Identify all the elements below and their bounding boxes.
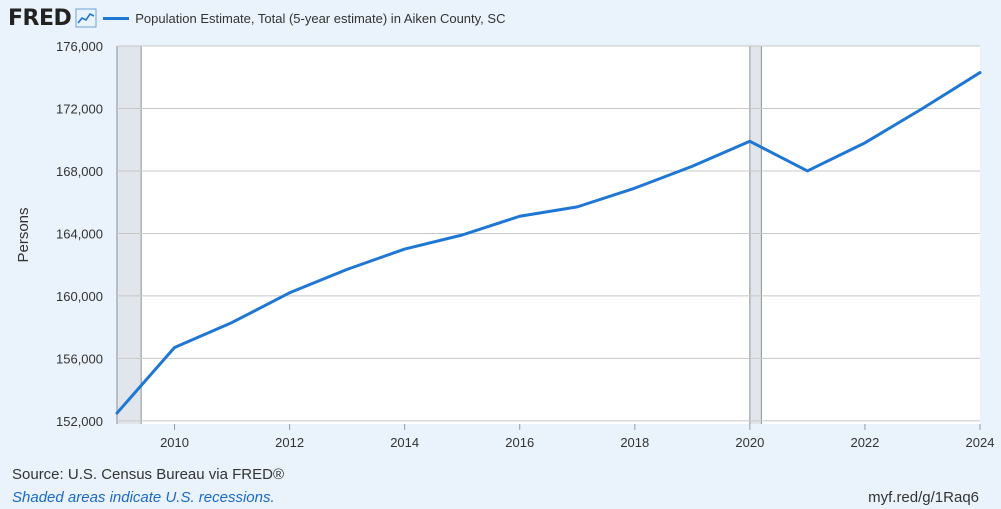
series-line [115,71,982,415]
x-tick-label: 2018 [620,435,649,450]
series-lines [115,71,982,415]
chart-header: FRED Population Estimate, Total (5-year … [8,5,505,31]
x-tick-label: 2024 [966,435,995,450]
y-tick-label: 156,000 [56,351,103,366]
recession-shading [116,46,762,424]
recession-band [749,46,762,424]
plot-area [117,46,980,424]
x-tick-label: 2016 [505,435,534,450]
y-tick-label: 168,000 [56,164,103,179]
y-tick-label: 164,000 [56,226,103,241]
legend-label: Population Estimate, Total (5-year estim… [135,10,506,26]
short-link[interactable]: myf.red/g/1Raq6 [868,489,979,506]
y-tick-label: 160,000 [56,289,103,304]
x-tick-label: 2010 [160,435,189,450]
y-tick-label: 176,000 [56,39,103,54]
x-tick-label: 2012 [275,435,304,450]
x-axis-ticks: 2010 2012 2014 2016 2018 2020 2022 2024 [160,424,994,450]
x-tick-label: 2020 [735,435,764,450]
recession-band [117,46,142,424]
fred-logo[interactable]: FRED [8,5,72,31]
y-tick-label: 152,000 [56,414,103,429]
trend-line-icon [75,8,97,28]
gridlines [117,45,980,422]
x-tick-label: 2014 [390,435,419,450]
y-tick-label: 172,000 [56,101,103,116]
source-note: Source: U.S. Census Bureau via FRED® [12,466,284,483]
legend-swatch [103,16,130,20]
x-tick-label: 2022 [850,435,879,450]
legend: Population Estimate, Total (5-year estim… [103,11,505,26]
y-axis-label: Persons [15,207,32,262]
recession-note: Shaded areas indicate U.S. recessions. [12,489,275,506]
y-axis-ticks: 152,000 156,000 160,000 164,000 168,000 172,0… [56,39,103,429]
